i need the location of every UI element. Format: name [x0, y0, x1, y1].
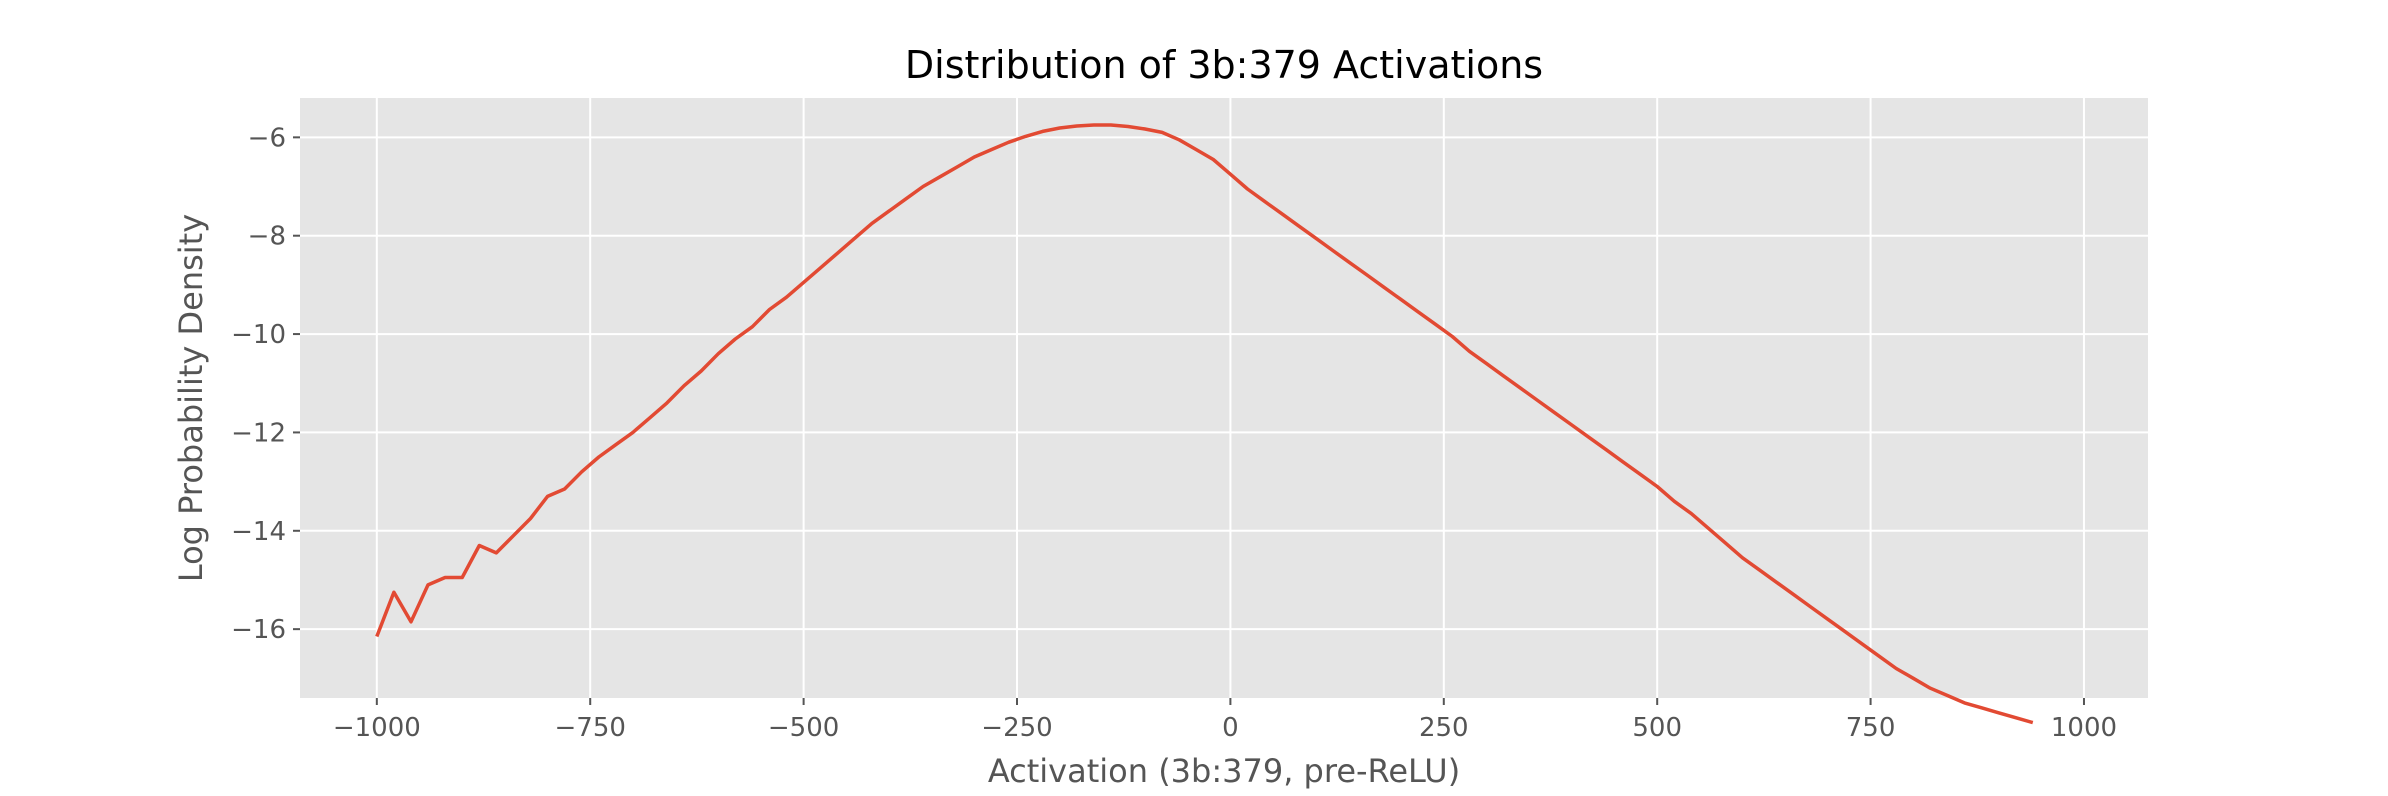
x-tick-label: 0 — [1222, 713, 1239, 743]
y-tick-label: −6 — [248, 123, 286, 153]
chart-title: Distribution of 3b:379 Activations — [905, 43, 1543, 87]
x-tick-label: −500 — [768, 713, 839, 743]
y-tick-label: −8 — [248, 222, 286, 252]
x-axis-label: Activation (3b:379, pre-ReLU) — [988, 752, 1460, 790]
grid-lines — [300, 98, 2148, 698]
x-tick-label: −250 — [981, 713, 1052, 743]
y-tick-label: −10 — [231, 320, 286, 350]
y-tick-label: −16 — [231, 615, 286, 645]
y-tick-label: −12 — [231, 418, 286, 448]
x-tick-label: 750 — [1846, 713, 1896, 743]
x-tick-label: 1000 — [2051, 713, 2117, 743]
x-tick-labels: −1000 −750 −500 −250 0 250 500 750 1000 — [333, 698, 2117, 743]
x-tick-label: −1000 — [333, 713, 421, 743]
x-tick-label: −750 — [555, 713, 626, 743]
y-tick-label: −14 — [231, 517, 286, 547]
y-tick-labels: −6 −8 −10 −12 −14 −16 — [231, 123, 300, 645]
y-axis-label: Log Probability Density — [172, 214, 210, 582]
x-tick-label: 500 — [1632, 713, 1682, 743]
x-tick-label: 250 — [1419, 713, 1469, 743]
plot-background — [300, 98, 2148, 698]
series-line — [375, 123, 2034, 725]
